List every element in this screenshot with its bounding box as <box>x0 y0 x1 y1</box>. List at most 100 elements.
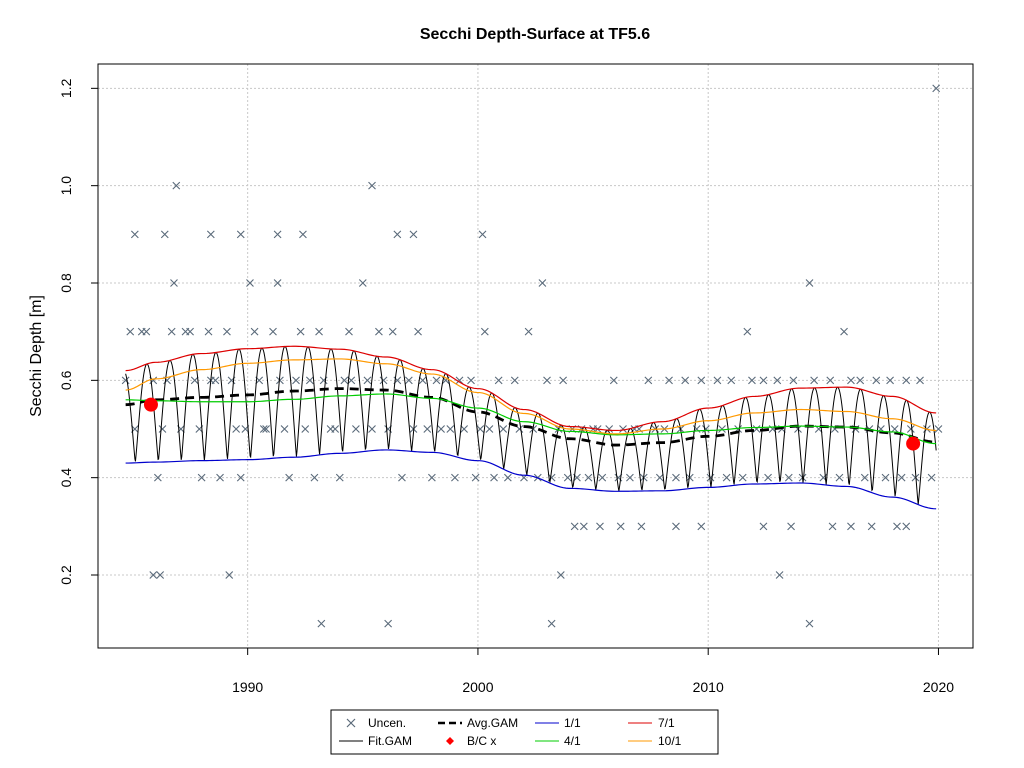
uncensored-point <box>310 473 319 482</box>
chart-title: Secchi Depth-Surface at TF5.6 <box>420 26 650 43</box>
uncensored-point <box>644 376 653 385</box>
uncensored-point <box>216 473 224 482</box>
legend-entry-1-1: 1/1 <box>535 716 581 730</box>
legend-entry-avggam: Avg.GAM <box>438 716 518 730</box>
gam-lines <box>125 345 937 510</box>
uncensored-point <box>404 376 413 385</box>
uncensored-point <box>250 327 259 336</box>
uncensored-point <box>916 376 924 385</box>
uncensored-point <box>156 571 165 579</box>
uncensored-point <box>236 473 245 482</box>
uncensored-point <box>170 279 178 287</box>
uncensored-point <box>478 230 487 239</box>
uncensored-point <box>142 327 151 336</box>
x-tick-label: 2000 <box>462 679 493 695</box>
uncensored-point <box>206 230 215 239</box>
uncensored-point <box>432 376 441 385</box>
uncensored-point <box>393 230 402 239</box>
uncensored-point <box>655 473 664 482</box>
uncensored-point <box>285 473 294 482</box>
uncensored-point <box>499 425 508 433</box>
legend-symbol-uncen <box>346 718 356 728</box>
uncensored-point <box>292 376 300 385</box>
uncensored-point <box>490 473 498 482</box>
uncensored-point <box>902 376 911 385</box>
uncensored-point <box>784 473 793 482</box>
uncensored-point <box>722 473 731 482</box>
legend-label-4-1: 4/1 <box>564 734 581 748</box>
uncensored-point <box>340 376 349 385</box>
uncensored-point <box>547 619 556 628</box>
legend-label-fitgam: Fit.GAM <box>368 734 412 748</box>
uncensored-point <box>379 376 388 385</box>
uncensored-point <box>388 327 397 336</box>
uncensored-point <box>927 473 936 482</box>
uncensored-point <box>775 571 784 579</box>
uncensored-point <box>672 473 680 482</box>
x-tick-label: 2010 <box>693 679 724 695</box>
uncensored-point <box>460 425 469 433</box>
bc-points <box>143 397 921 451</box>
legend-label-avggam: Avg.GAM <box>467 716 518 730</box>
uncensored-point <box>524 327 533 336</box>
uncensored-point <box>810 376 819 385</box>
uncensored-point <box>409 230 418 239</box>
uncensored-point <box>718 425 726 433</box>
uncensored-point <box>485 425 494 433</box>
legend-entry-7-1: 7/1 <box>628 716 675 730</box>
uncensored-point <box>616 522 625 531</box>
uncensored-point <box>906 425 915 433</box>
uncensored-point <box>126 327 135 336</box>
uncensored-point <box>211 376 220 385</box>
y-tick-label: 0.8 <box>58 273 74 293</box>
uncensored-point <box>423 425 432 433</box>
uncensored-point <box>130 230 139 239</box>
uncensored-point <box>893 522 901 531</box>
uncensored-point <box>273 230 282 239</box>
uncensored-point <box>352 425 360 433</box>
uncensored-point <box>932 84 941 93</box>
uncensored-point <box>186 327 194 336</box>
uncensored-point <box>596 522 604 531</box>
uncensored-point <box>276 376 284 385</box>
fit-gam-line <box>125 345 937 505</box>
uncensored-point <box>471 473 480 482</box>
uncensored-point <box>738 473 747 482</box>
uncensored-point <box>702 425 710 433</box>
bc-point <box>143 397 158 412</box>
uncensored-point <box>160 230 169 239</box>
legend-entry-bc: B/C x <box>446 734 496 748</box>
series-line-10-1 <box>125 358 937 435</box>
uncensored-point <box>826 376 835 385</box>
uncensored-point <box>860 473 869 482</box>
uncensored-point <box>727 376 736 385</box>
uncensored-point <box>897 473 906 482</box>
uncensored-point <box>605 425 614 433</box>
uncensored-point <box>149 571 158 579</box>
uncensored-point <box>273 279 282 287</box>
uncensored-point <box>167 327 176 336</box>
uncensored-point <box>559 376 568 385</box>
uncensored-point <box>246 279 254 287</box>
uncensored-point <box>236 230 245 239</box>
uncensored-point <box>805 619 814 628</box>
y-axis-label: Secchi Depth [m] <box>28 295 45 417</box>
uncensored-point <box>911 473 920 482</box>
legend-entry-4-1: 4/1 <box>535 734 581 748</box>
legend-label-uncen: Uncen. <box>368 716 406 730</box>
legend-label-1-1: 1/1 <box>564 716 581 730</box>
uncensored-point <box>570 522 579 531</box>
uncensored-point <box>828 522 837 531</box>
uncensored-point <box>563 473 572 482</box>
uncensored-point <box>867 522 876 531</box>
uncensored-point <box>121 376 130 385</box>
uncensored-point <box>637 522 646 531</box>
uncensored-point <box>172 181 181 190</box>
uncensored-point <box>446 425 455 433</box>
legend-label-7-1: 7/1 <box>658 716 675 730</box>
uncensored-point <box>764 473 772 482</box>
uncensored-point <box>455 376 464 385</box>
uncensored-point <box>398 473 406 482</box>
